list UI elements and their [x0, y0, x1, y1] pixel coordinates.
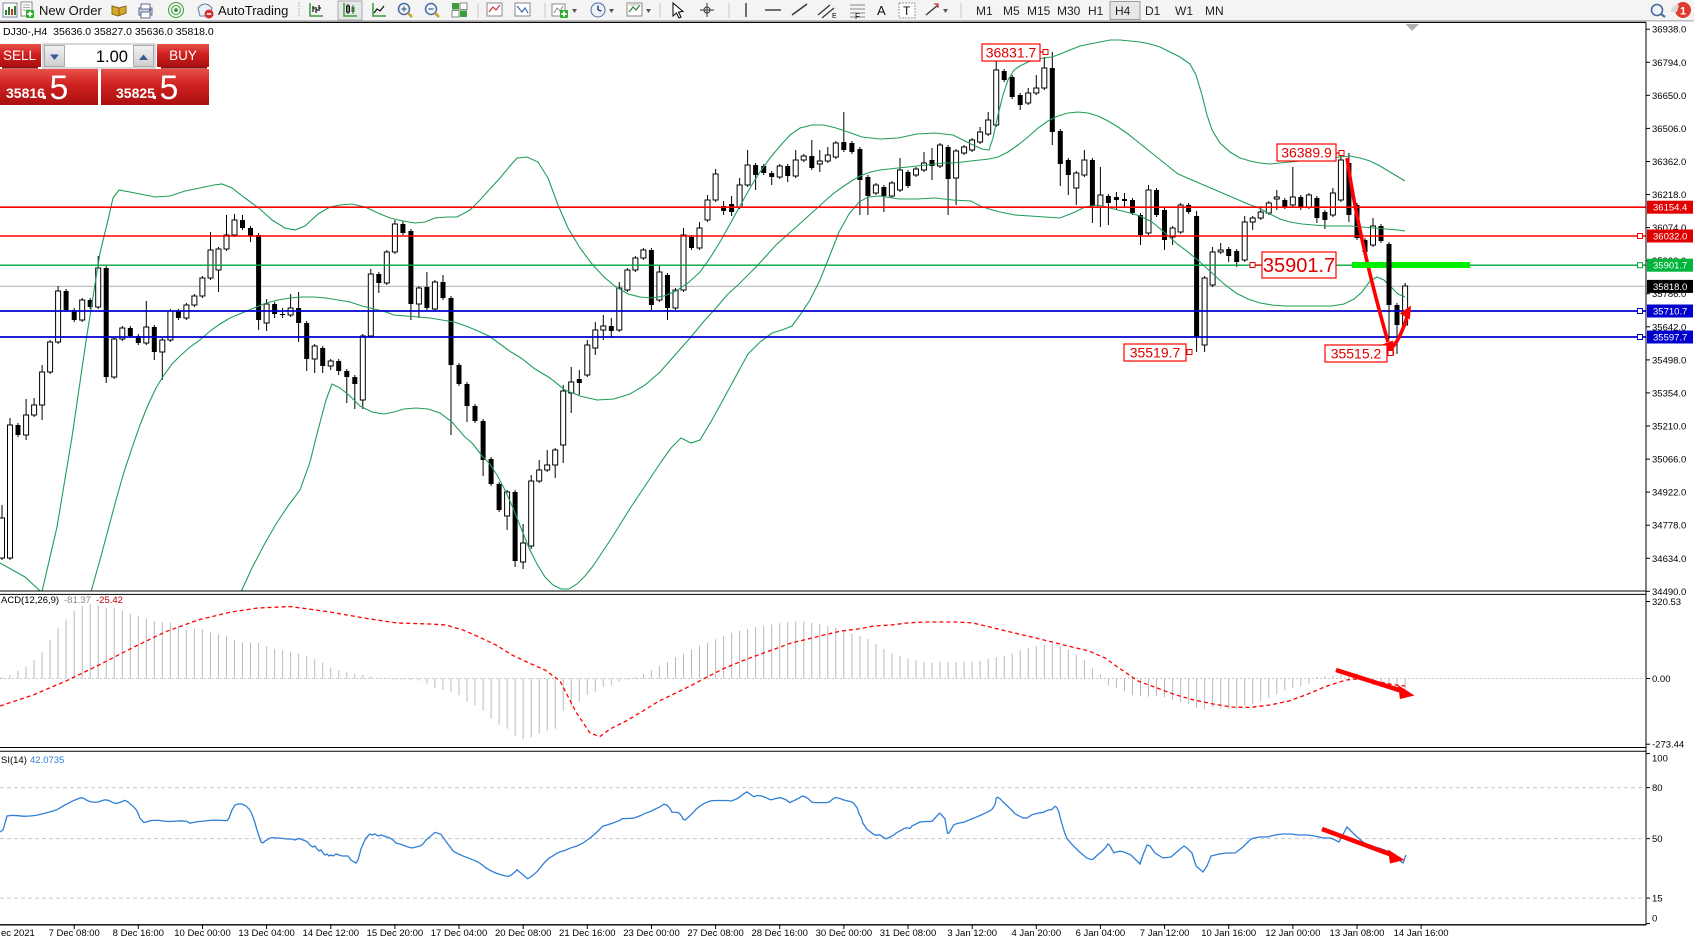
svg-text:36362.0: 36362.0 [1652, 157, 1686, 168]
svg-text:35597.7: 35597.7 [1653, 333, 1687, 344]
svg-text:7 Jan 12:00: 7 Jan 12:00 [1140, 928, 1190, 939]
svg-text:20 Dec 08:00: 20 Dec 08:00 [495, 928, 552, 939]
svg-text:.: . [42, 82, 48, 104]
svg-text:36218.0: 36218.0 [1652, 190, 1686, 201]
svg-text:35066.0: 35066.0 [1652, 455, 1686, 466]
svg-text:36389.9: 36389.9 [1281, 145, 1332, 161]
svg-text:36794.0: 36794.0 [1652, 58, 1686, 69]
svg-text:T: T [903, 4, 911, 18]
svg-text:36032.0: 36032.0 [1653, 232, 1687, 243]
svg-text:17 Dec 04:00: 17 Dec 04:00 [431, 928, 488, 939]
svg-text:New Order: New Order [39, 3, 103, 18]
svg-text:A: A [877, 3, 886, 18]
svg-text:.: . [152, 82, 158, 104]
svg-text:10 Dec 00:00: 10 Dec 00:00 [174, 928, 231, 939]
svg-text:D1: D1 [1145, 4, 1161, 18]
svg-text:5: 5 [50, 69, 69, 107]
svg-text:30 Dec 00:00: 30 Dec 00:00 [816, 928, 873, 939]
svg-text:42.0735: 42.0735 [30, 755, 64, 766]
svg-text:35816: 35816 [6, 85, 45, 101]
svg-text:ec 2021: ec 2021 [1, 928, 35, 939]
svg-text:34634.0: 34634.0 [1652, 554, 1686, 565]
svg-text:DJ30-,H4 35636.0 35827.0 3563: DJ30-,H4 35636.0 35827.0 35636.0 35818.0 [3, 26, 214, 38]
svg-text:13 Dec 04:00: 13 Dec 04:00 [238, 928, 295, 939]
svg-text:M5: M5 [1003, 4, 1020, 18]
svg-text:MN: MN [1205, 4, 1224, 18]
svg-text:0.00: 0.00 [1652, 674, 1671, 685]
svg-text:35825: 35825 [116, 85, 155, 101]
svg-text:E: E [832, 13, 837, 20]
svg-text:35901.7: 35901.7 [1263, 255, 1335, 277]
svg-text:34778.0: 34778.0 [1652, 521, 1686, 532]
svg-text:6 Jan 04:00: 6 Jan 04:00 [1076, 928, 1126, 939]
svg-text:M1: M1 [976, 4, 993, 18]
svg-text:80: 80 [1652, 783, 1663, 794]
svg-text:-25.42: -25.42 [96, 595, 123, 606]
svg-text:35519.7: 35519.7 [1130, 345, 1181, 361]
svg-text:27 Dec 08:00: 27 Dec 08:00 [687, 928, 744, 939]
svg-text:12 Jan 00:00: 12 Jan 00:00 [1265, 928, 1320, 939]
svg-text:8 Dec 16:00: 8 Dec 16:00 [113, 928, 164, 939]
svg-text:AutoTrading: AutoTrading [218, 3, 288, 18]
svg-text:F: F [855, 12, 860, 21]
svg-text:50: 50 [1652, 834, 1663, 845]
svg-text:36154.4: 36154.4 [1653, 203, 1687, 214]
svg-text:31 Dec 08:00: 31 Dec 08:00 [880, 928, 937, 939]
svg-text:5: 5 [160, 69, 179, 107]
svg-text:34490.0: 34490.0 [1652, 587, 1686, 598]
svg-text:35210.0: 35210.0 [1652, 422, 1686, 433]
svg-text:35498.0: 35498.0 [1652, 355, 1686, 366]
svg-text:-273.44: -273.44 [1652, 740, 1684, 751]
svg-text:7 Dec 08:00: 7 Dec 08:00 [49, 928, 100, 939]
svg-text:14 Dec 12:00: 14 Dec 12:00 [303, 928, 360, 939]
svg-text:35710.7: 35710.7 [1653, 307, 1687, 318]
svg-text:36831.7: 36831.7 [986, 45, 1037, 61]
svg-text:ACD(12,26,9): ACD(12,26,9) [1, 595, 59, 606]
svg-text:BUY: BUY [169, 48, 197, 63]
svg-text:0: 0 [1652, 914, 1657, 925]
svg-text:13 Jan 08:00: 13 Jan 08:00 [1330, 928, 1385, 939]
svg-text:35515.2: 35515.2 [1331, 346, 1382, 362]
svg-text:35901.7: 35901.7 [1653, 261, 1687, 272]
svg-text:1.00: 1.00 [96, 48, 128, 66]
svg-text:1: 1 [1680, 6, 1686, 18]
svg-text:H4: H4 [1115, 4, 1131, 18]
svg-text:320.53: 320.53 [1652, 597, 1681, 608]
svg-text:28 Dec 16:00: 28 Dec 16:00 [751, 928, 808, 939]
svg-text:15 Dec 20:00: 15 Dec 20:00 [367, 928, 424, 939]
svg-text:-81.37: -81.37 [64, 595, 91, 606]
svg-text:SI(14): SI(14) [1, 755, 27, 766]
svg-text:35354.0: 35354.0 [1652, 388, 1686, 399]
svg-text:35786.0: 35786.0 [1652, 289, 1686, 300]
svg-text:100: 100 [1652, 754, 1668, 765]
svg-text:14 Jan 16:00: 14 Jan 16:00 [1394, 928, 1449, 939]
svg-text:34922.0: 34922.0 [1652, 488, 1686, 499]
svg-text:W1: W1 [1175, 4, 1193, 18]
svg-text:36650.0: 36650.0 [1652, 91, 1686, 102]
svg-text:10 Jan 16:00: 10 Jan 16:00 [1201, 928, 1256, 939]
svg-text:3 Jan 12:00: 3 Jan 12:00 [947, 928, 997, 939]
svg-text:36938.0: 36938.0 [1652, 25, 1686, 36]
svg-text:35818.0: 35818.0 [1653, 282, 1687, 293]
svg-text:4 Jan 20:00: 4 Jan 20:00 [1011, 928, 1061, 939]
svg-text:21 Dec 16:00: 21 Dec 16:00 [559, 928, 616, 939]
svg-text:35642.0: 35642.0 [1652, 322, 1686, 333]
svg-text:23 Dec 00:00: 23 Dec 00:00 [623, 928, 680, 939]
svg-text:36074.0: 36074.0 [1652, 223, 1686, 234]
svg-text:M15: M15 [1027, 4, 1051, 18]
svg-text:H1: H1 [1088, 4, 1104, 18]
svg-text:15: 15 [1652, 894, 1663, 905]
svg-text:SELL: SELL [3, 48, 37, 63]
svg-text:M30: M30 [1057, 4, 1081, 18]
svg-text:36506.0: 36506.0 [1652, 124, 1686, 135]
